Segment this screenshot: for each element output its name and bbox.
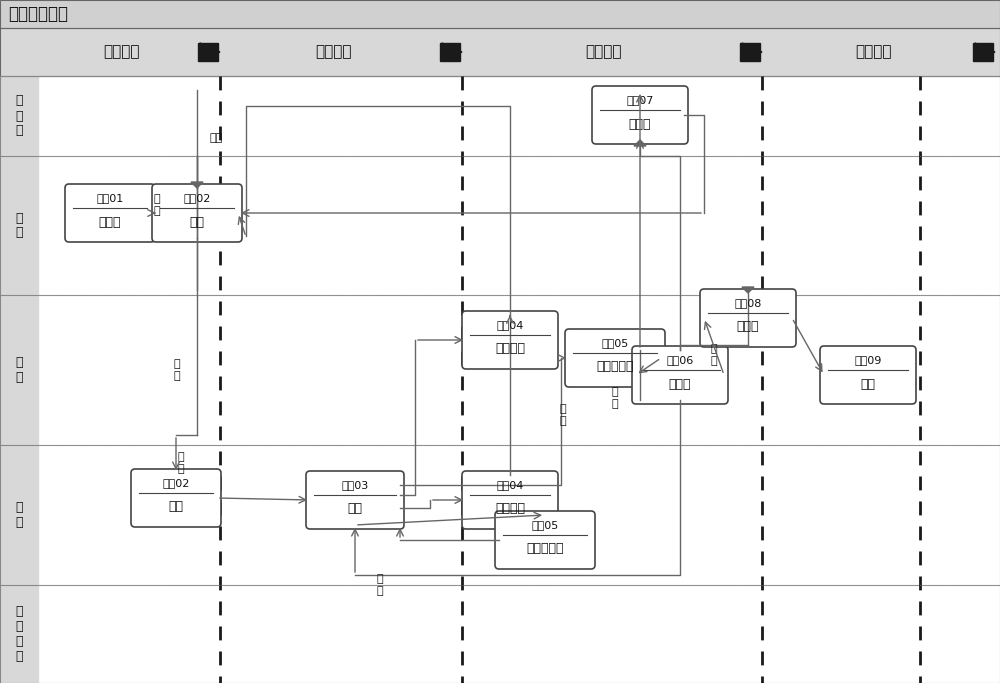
Polygon shape [634,140,646,146]
Text: 换
位: 换 位 [377,574,383,596]
Polygon shape [200,43,220,61]
Bar [0,28,1000,76]
Text: 仓
库: 仓 库 [15,212,23,240]
FancyBboxPatch shape [592,86,688,144]
FancyBboxPatch shape [700,289,796,347]
Bar [0,76,38,683]
Bar [198,43,218,61]
FancyBboxPatch shape [462,311,558,369]
Text: 车
队: 车 队 [15,501,23,529]
Text: 周转轮胎: 周转轮胎 [586,44,622,59]
FancyBboxPatch shape [65,184,155,242]
Bar [0,0,1000,28]
FancyBboxPatch shape [495,511,595,569]
Bar [0,76,1000,683]
Text: 库存: 库存 [168,501,184,514]
FancyBboxPatch shape [632,346,728,404]
Polygon shape [975,43,995,61]
Text: 周转备用: 周转备用 [495,342,525,355]
Text: 状态08: 状态08 [734,298,762,308]
FancyBboxPatch shape [306,471,404,529]
FancyBboxPatch shape [565,329,665,387]
Text: 待报废: 待报废 [737,320,759,333]
Bar [973,43,993,61]
Text: 异损待处理: 异损待处理 [596,361,634,374]
FancyBboxPatch shape [152,184,242,242]
Text: 调
拨: 调 拨 [174,359,180,381]
Text: 异损待处理: 异损待处理 [526,542,564,555]
Text: 在用: 在用 [348,503,362,516]
Text: 供
应
商: 供 应 商 [15,94,23,137]
Text: 周转备用: 周转备用 [495,503,525,516]
FancyBboxPatch shape [462,471,558,529]
Text: 状态04: 状态04 [496,320,524,330]
Text: 状态02: 状态02 [183,193,211,203]
Polygon shape [742,43,762,61]
Text: 状态05: 状态05 [601,338,629,348]
Text: 装
车: 装 车 [178,452,184,474]
Polygon shape [191,182,203,188]
FancyBboxPatch shape [820,346,916,404]
Text: 时
限
要
求: 时 限 要 求 [15,605,23,663]
Text: 库存轮胎: 库存轮胎 [103,44,139,59]
Bar [740,43,760,61]
Text: 状态01: 状态01 [96,193,124,203]
Bar [440,43,460,61]
Text: 报废轮胎: 报废轮胎 [855,44,891,59]
Text: 入
库: 入 库 [153,194,160,216]
Text: 送翻补: 送翻补 [629,117,651,130]
Text: 库存: 库存 [190,216,205,229]
Text: 调
拨: 调 拨 [559,404,566,426]
Text: 入库: 入库 [209,133,222,143]
Text: 待翻补: 待翻补 [669,378,691,391]
Polygon shape [442,43,462,61]
Text: 状态03: 状态03 [341,480,369,490]
Text: 轮胎管理流程: 轮胎管理流程 [8,5,68,23]
Text: 状态05: 状态05 [531,520,559,530]
Text: 在用轮胎: 在用轮胎 [315,44,351,59]
Text: 调
拨: 调 拨 [711,344,717,366]
Text: 报废: 报废 [860,378,876,391]
Text: 状态07: 状态07 [626,95,654,105]
Text: 状态06: 状态06 [666,355,694,365]
Text: 调
拨: 调 拨 [612,387,618,409]
Bar [0,0,1000,28]
Bar [0,28,1000,76]
Text: 初始化: 初始化 [99,216,121,229]
Text: 状态02: 状态02 [162,478,190,488]
FancyBboxPatch shape [131,469,221,527]
Text: 车
间: 车 间 [15,356,23,384]
Bar [0,76,1000,683]
Text: 状态04: 状态04 [496,480,524,490]
Polygon shape [742,287,754,293]
Text: 状态09: 状态09 [854,355,882,365]
